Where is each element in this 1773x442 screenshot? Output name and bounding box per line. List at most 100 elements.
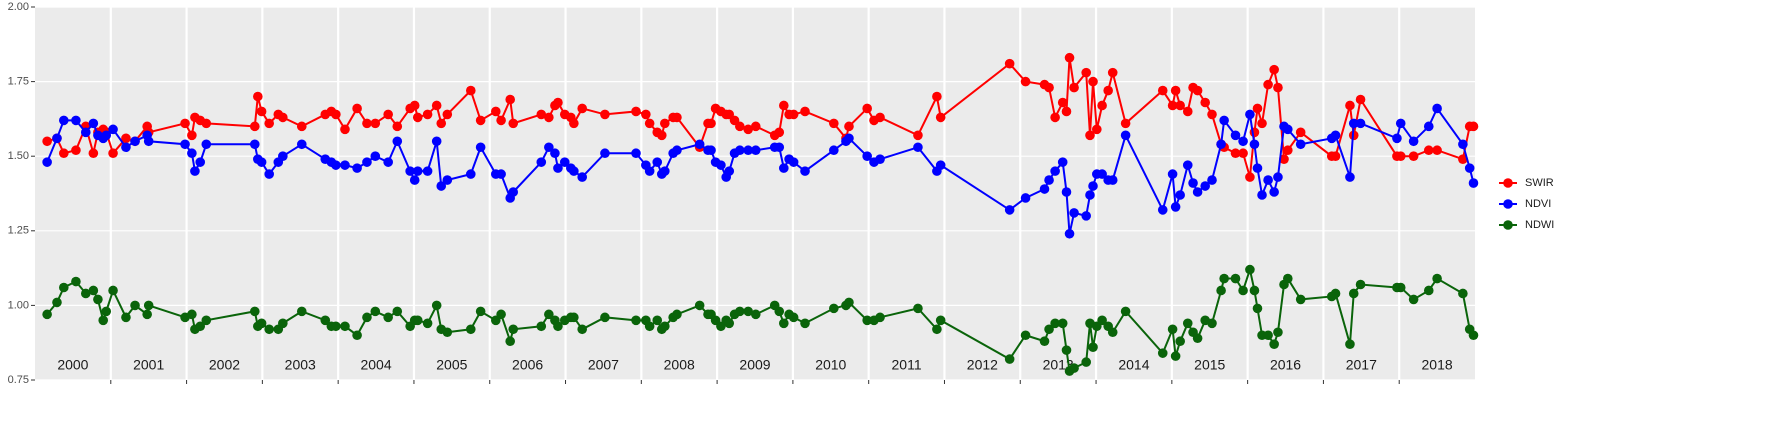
point xyxy=(1432,273,1442,284)
point xyxy=(694,139,705,150)
point xyxy=(1088,181,1098,191)
y-tick-label: 1.50 xyxy=(8,150,29,162)
point xyxy=(1081,357,1091,367)
point xyxy=(1064,52,1075,63)
point xyxy=(536,109,547,120)
point xyxy=(1252,103,1263,114)
point xyxy=(1252,303,1263,314)
point xyxy=(475,142,486,153)
point xyxy=(362,312,372,323)
point xyxy=(331,160,341,170)
point xyxy=(256,318,267,329)
point xyxy=(1092,124,1102,135)
point xyxy=(475,115,486,126)
point xyxy=(862,103,872,114)
point xyxy=(544,309,554,320)
point xyxy=(844,297,854,308)
point xyxy=(431,100,442,111)
point xyxy=(121,312,131,323)
point xyxy=(1216,285,1226,296)
point xyxy=(59,148,69,159)
point xyxy=(1245,172,1255,182)
point xyxy=(1295,294,1306,305)
point xyxy=(788,157,799,167)
point xyxy=(190,166,200,176)
point xyxy=(80,288,91,299)
point xyxy=(779,163,789,173)
point xyxy=(1257,118,1267,129)
point xyxy=(1230,273,1241,284)
point xyxy=(706,145,716,156)
point xyxy=(829,118,839,129)
point xyxy=(278,318,288,329)
point xyxy=(577,172,587,182)
y-tick-label: 1.00 xyxy=(8,299,29,311)
point xyxy=(862,315,872,326)
point xyxy=(935,315,946,326)
point xyxy=(1238,136,1248,147)
point xyxy=(370,118,381,129)
point xyxy=(1167,100,1178,111)
point xyxy=(1107,175,1118,185)
point xyxy=(875,154,885,164)
point xyxy=(1044,324,1054,335)
point xyxy=(296,139,307,150)
point xyxy=(442,327,453,338)
point xyxy=(672,112,682,123)
point xyxy=(1157,85,1168,96)
y-tick-label: 2.00 xyxy=(8,1,29,13)
point xyxy=(405,166,415,176)
point xyxy=(71,145,81,156)
point xyxy=(1245,264,1255,275)
point xyxy=(465,85,476,96)
point xyxy=(788,312,799,323)
point xyxy=(422,318,433,329)
point xyxy=(672,309,682,320)
point xyxy=(496,309,506,320)
year-label: 2003 xyxy=(285,357,316,373)
point xyxy=(1097,315,1107,326)
point xyxy=(465,169,476,179)
point xyxy=(913,142,923,153)
point xyxy=(508,324,519,335)
point xyxy=(829,145,839,156)
point xyxy=(256,106,267,117)
point xyxy=(409,175,420,185)
point xyxy=(249,139,260,150)
point xyxy=(644,166,655,176)
point xyxy=(1283,273,1293,284)
point xyxy=(1468,121,1479,132)
point xyxy=(1330,130,1341,141)
point xyxy=(1069,363,1079,373)
point xyxy=(1348,288,1359,299)
point xyxy=(875,312,885,323)
point xyxy=(862,151,872,161)
point xyxy=(1395,151,1406,161)
point xyxy=(1395,118,1406,129)
point xyxy=(71,115,81,126)
point xyxy=(1207,175,1217,185)
point xyxy=(932,324,942,335)
year-label: 2005 xyxy=(436,357,467,373)
point xyxy=(264,169,274,179)
point xyxy=(1464,163,1475,173)
series xyxy=(42,264,1479,376)
point xyxy=(800,166,810,176)
point xyxy=(1085,190,1095,200)
point xyxy=(1458,154,1468,164)
point xyxy=(352,103,362,114)
point xyxy=(1207,109,1217,120)
point xyxy=(442,109,453,120)
point xyxy=(491,106,501,117)
point xyxy=(800,318,810,329)
point xyxy=(660,166,670,176)
point xyxy=(1061,106,1072,117)
point xyxy=(536,157,547,167)
point xyxy=(1057,97,1068,108)
point xyxy=(195,321,206,332)
point xyxy=(1269,339,1279,349)
point xyxy=(913,303,923,314)
point xyxy=(935,112,946,123)
